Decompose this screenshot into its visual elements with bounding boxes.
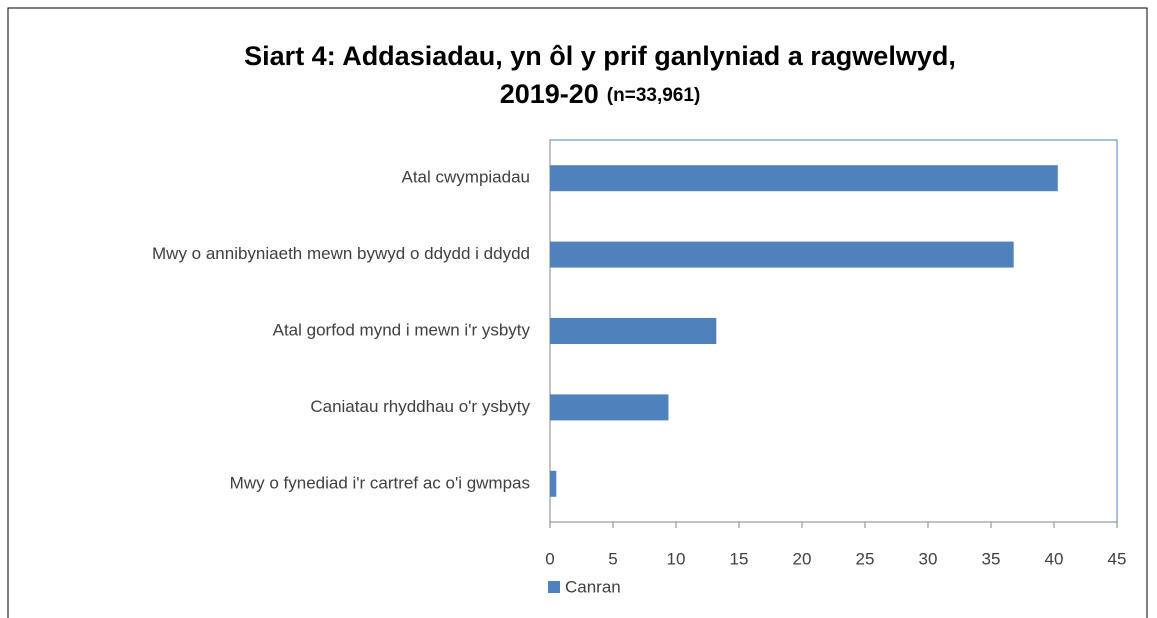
y-tick-label: Atal cwympiadau [401, 168, 530, 187]
x-tick-label: 5 [608, 549, 617, 568]
x-tick-label: 15 [730, 549, 749, 568]
x-tick-label: 20 [793, 549, 812, 568]
bar [550, 318, 717, 344]
bar [550, 241, 1014, 268]
chart-subtitle: (n=33,961) [607, 85, 700, 106]
x-tick-label: 35 [982, 549, 1001, 568]
y-tick-label: Mwy o fynediad i'r cartref ac o'i gwmpas [230, 473, 530, 492]
y-tick-label: Atal gorfod mynd i mewn i'r ysbyty [273, 320, 531, 339]
x-tick-label: 25 [856, 549, 875, 568]
bar [550, 165, 1058, 192]
x-tick-label: 0 [545, 549, 554, 568]
legend-label: Canran [565, 577, 621, 596]
chart-title: 2019-20 [500, 79, 599, 109]
chart-title: Siart 4: Addasiadau, yn ôl y prif ganlyn… [244, 41, 956, 71]
bar [550, 394, 669, 421]
x-tick-label: 10 [667, 549, 686, 568]
chart-border [7, 7, 1148, 618]
x-tick-label: 40 [1045, 549, 1064, 568]
y-tick-label: Caniatau rhyddhau o'r ysbyty [310, 397, 530, 416]
legend-swatch [548, 581, 560, 593]
title-line: 2019-20 (n=33,961) [500, 79, 701, 109]
x-tick-label: 45 [1108, 549, 1127, 568]
x-tick-label: 30 [919, 549, 938, 568]
y-tick-label: Mwy o annibyniaeth mewn bywyd o ddydd i … [152, 244, 530, 263]
bar [550, 470, 557, 497]
